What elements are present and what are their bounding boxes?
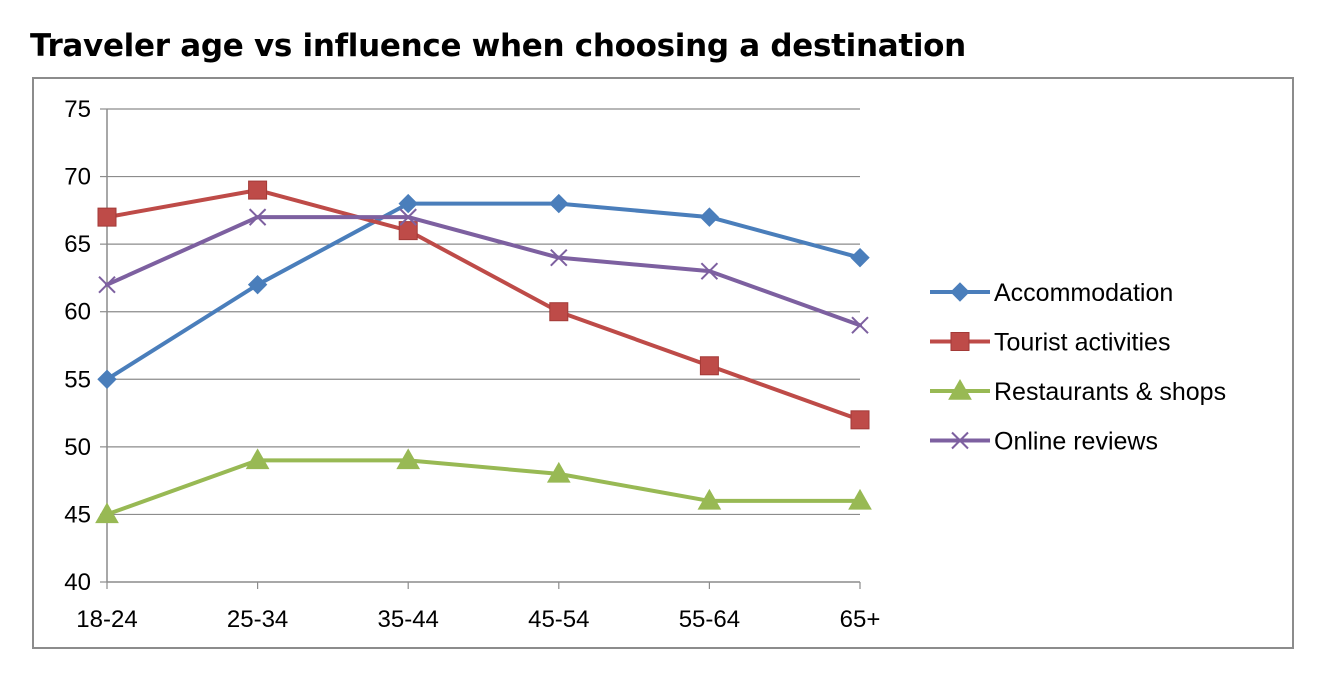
data-point [699,356,719,376]
data-point [396,448,421,470]
data-point [697,488,722,510]
x-tick-label: 45-54 [528,606,589,633]
series-tourist-activities [97,180,870,430]
data-point [549,302,569,322]
y-tick-label: 60 [64,299,91,326]
legend-label: Restaurants & shops [994,378,1226,406]
x-marker-stroke [851,316,869,334]
y-tick-label: 45 [64,501,91,528]
x-tick-label: 18-24 [76,606,137,633]
data-point [550,248,568,267]
x-marker-stroke [550,248,568,267]
x-tick-label: 55-64 [679,606,740,633]
y-tick-label: 55 [64,366,91,393]
data-point [399,208,417,226]
data-point [850,247,870,268]
legend-marker [948,378,972,400]
data-point [850,410,870,430]
series-line [105,215,862,328]
series-line [105,201,862,382]
data-point [245,448,270,470]
x-marker-stroke [399,208,417,226]
x-marker-stroke [248,208,267,226]
y-tick-label: 50 [64,434,91,461]
x-marker-stroke [700,262,719,280]
legend-item: Restaurants & shops [930,378,1226,406]
series-lines [95,180,872,524]
y-tick-label: 70 [64,164,91,191]
data-point [546,461,571,483]
legend-marker [950,332,970,351]
legend-marker [950,282,970,302]
data-point [98,275,116,294]
legend-item: Tourist activities [930,329,1170,357]
series-online-reviews [98,208,869,334]
data-point [95,502,119,524]
data-point [398,193,418,214]
legend-label: Tourist activities [994,329,1170,357]
series-accommodation [97,193,870,389]
data-point [97,369,117,389]
legend-item: Accommodation [930,279,1173,307]
data-point [248,180,268,200]
data-point [247,274,268,295]
page-title: Traveler age vs influence when choosing … [30,28,966,64]
series-line [105,458,862,517]
data-point [398,221,418,241]
data-point [700,262,719,280]
legend-item: Online reviews [930,428,1158,456]
chart-frame [32,77,1294,649]
legend: Accommodation Tourist activities Restauran… [930,279,1226,456]
series-restaurants-shops [95,448,872,524]
x-marker-stroke [98,275,116,294]
x-marker-stroke [951,431,969,450]
axes: 40 45 50 55 60 65 70 75 18-24 25-34 35-44 45-54 55-6… [64,96,880,633]
y-tick-label: 65 [64,231,91,258]
legend-label: Accommodation [994,279,1173,307]
data-point [97,207,117,227]
data-point [549,193,569,214]
x-tick-label: 25-34 [227,606,288,633]
gridlines [107,108,860,516]
data-point [248,208,267,226]
y-tick-label: 75 [64,96,91,123]
legend-label: Online reviews [994,428,1158,456]
y-tick-label: 40 [64,569,91,596]
data-point [848,488,872,510]
legend-marker [951,431,969,450]
data-point [699,207,720,227]
x-tick-label: 35-44 [378,606,439,633]
data-point [851,316,869,334]
x-tick-label: 65+ [840,606,881,633]
series-line [105,188,862,422]
